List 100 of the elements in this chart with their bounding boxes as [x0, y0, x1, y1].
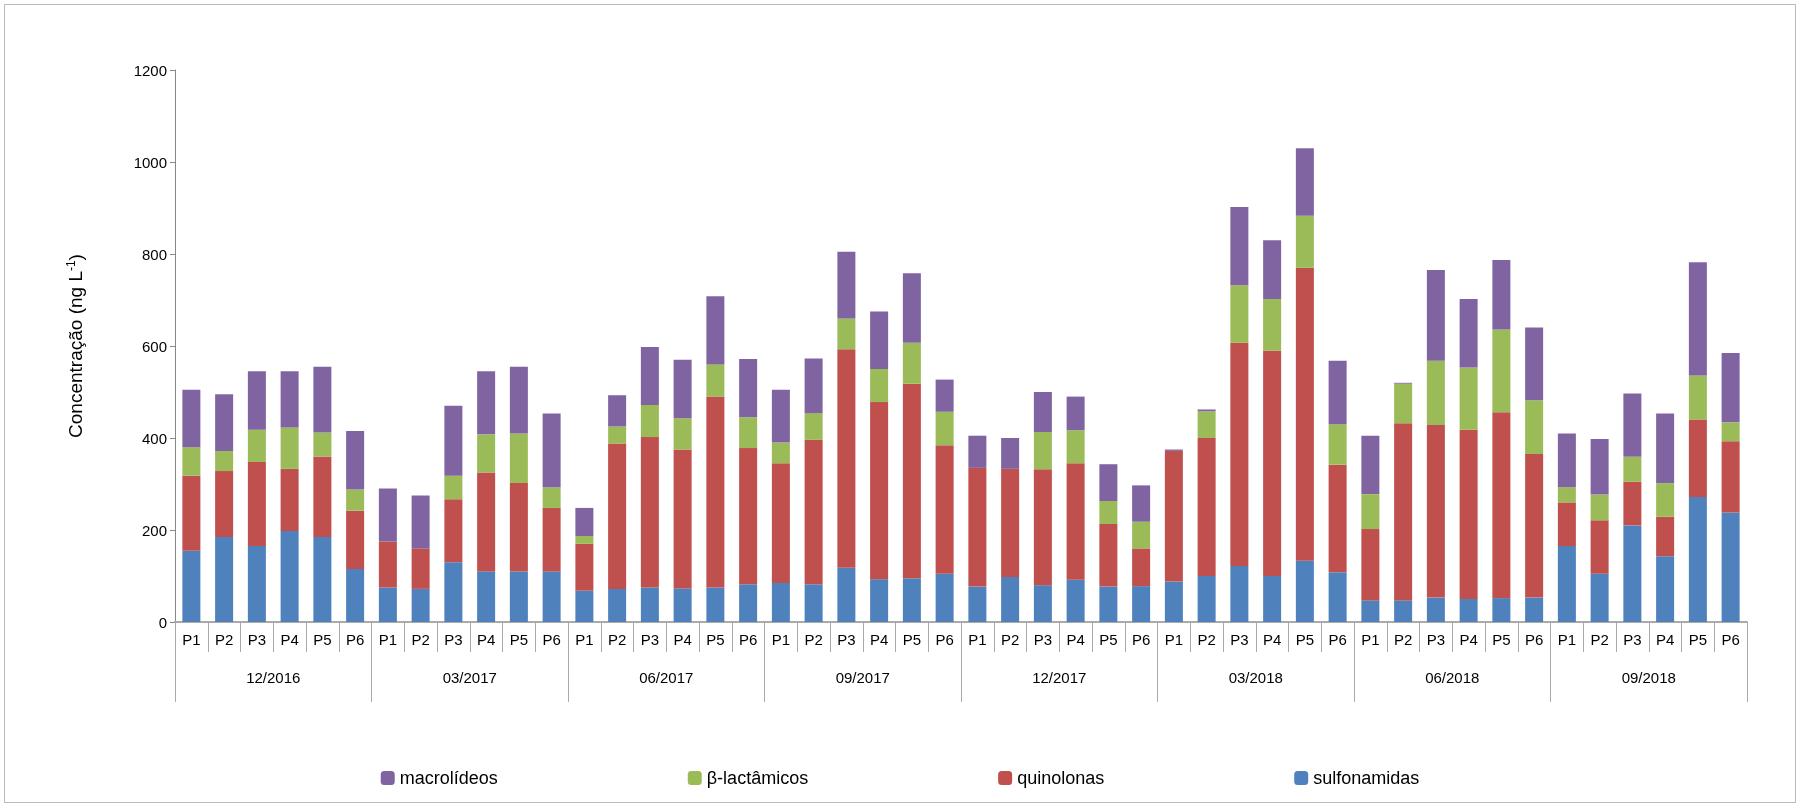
bar [1525, 454, 1544, 598]
bar [1230, 285, 1249, 343]
bar [640, 587, 659, 622]
bar [346, 431, 365, 490]
bar [575, 535, 594, 544]
bar [1033, 585, 1052, 622]
bar [1099, 501, 1118, 525]
bar [870, 402, 889, 580]
bar [1459, 599, 1478, 622]
bar [771, 389, 790, 443]
bar [1263, 576, 1282, 622]
bar [378, 488, 397, 542]
bar [1001, 438, 1020, 469]
bar [1492, 412, 1511, 599]
x-tick-label: P2 [411, 631, 430, 648]
bar [247, 546, 266, 622]
bar [771, 582, 790, 622]
bar [1656, 556, 1675, 622]
x-tick-label: P1 [771, 631, 791, 648]
bar [215, 471, 234, 537]
x-tick-label: P2 [804, 631, 823, 648]
bar [608, 426, 627, 444]
bar [673, 418, 692, 450]
bar [902, 342, 921, 384]
bar [1557, 433, 1576, 488]
bar [1132, 586, 1151, 622]
bar [902, 578, 921, 622]
x-tick-label: P5 [706, 631, 725, 648]
bar [1132, 485, 1151, 522]
x-tick-label: P5 [509, 631, 529, 648]
bar [870, 311, 889, 369]
bar [902, 273, 921, 343]
bar [1197, 576, 1216, 622]
bar [1361, 600, 1380, 622]
bar [182, 389, 201, 448]
bar [1525, 327, 1544, 401]
bar [1590, 438, 1609, 495]
bar [837, 567, 856, 622]
bar [411, 548, 430, 589]
bar [640, 404, 659, 438]
bar [313, 456, 332, 537]
bar [1590, 573, 1609, 622]
legend-label: β-lactâmicos [706, 768, 809, 788]
bar [1721, 512, 1740, 622]
bar [1492, 598, 1511, 622]
bar [1426, 597, 1445, 622]
bar [968, 586, 987, 622]
x-tick-label: P3 [444, 631, 463, 648]
bar [968, 435, 987, 468]
x-tick-label: P3 [1623, 631, 1642, 648]
x-tick-label: P1 [1361, 631, 1380, 648]
bar [1361, 435, 1380, 495]
bar [1132, 548, 1151, 587]
bar [706, 396, 725, 588]
bar [182, 550, 201, 622]
x-tick-label: P4 [1066, 631, 1085, 648]
bar [575, 507, 594, 536]
bar [346, 510, 365, 570]
bar [1623, 481, 1642, 526]
bar [444, 499, 463, 563]
legend-label: macrolídeos [399, 768, 498, 788]
bar [444, 405, 463, 476]
x-tick-label: P6 [1328, 631, 1347, 648]
bar [771, 463, 790, 583]
bar [280, 530, 299, 622]
bar [1492, 259, 1511, 330]
x-tick-label: P3 [1426, 631, 1446, 648]
bar [1721, 422, 1740, 442]
bar [575, 590, 594, 622]
bar [837, 251, 856, 319]
bar [706, 364, 725, 397]
bar [739, 584, 758, 622]
bar [1033, 392, 1052, 433]
bar [1001, 576, 1020, 622]
bar [1066, 579, 1085, 622]
bar [1688, 496, 1707, 622]
bar [1590, 520, 1609, 574]
bar [1066, 430, 1085, 464]
bar [1328, 424, 1347, 465]
bar [247, 429, 266, 462]
text: 09/2018 [1621, 669, 1676, 686]
bar [182, 475, 201, 551]
bar [1361, 529, 1380, 601]
bar [804, 413, 823, 440]
bar [1066, 396, 1085, 431]
x-tick-label: P6 [1131, 631, 1151, 648]
bar [739, 417, 758, 449]
bar [1295, 267, 1314, 561]
bar [247, 461, 266, 547]
x-tick-label: P3 [1033, 631, 1053, 648]
x-tick-label: P4 [1459, 631, 1478, 648]
text: 03/2017 [442, 669, 497, 686]
bar [1623, 525, 1642, 622]
x-tick-label: P6 [542, 631, 561, 648]
bar [444, 562, 463, 622]
x-tick-label: P2 [1393, 631, 1413, 648]
bar [1099, 524, 1118, 587]
bar [280, 468, 299, 531]
bar [968, 467, 987, 587]
bar [1459, 367, 1478, 430]
